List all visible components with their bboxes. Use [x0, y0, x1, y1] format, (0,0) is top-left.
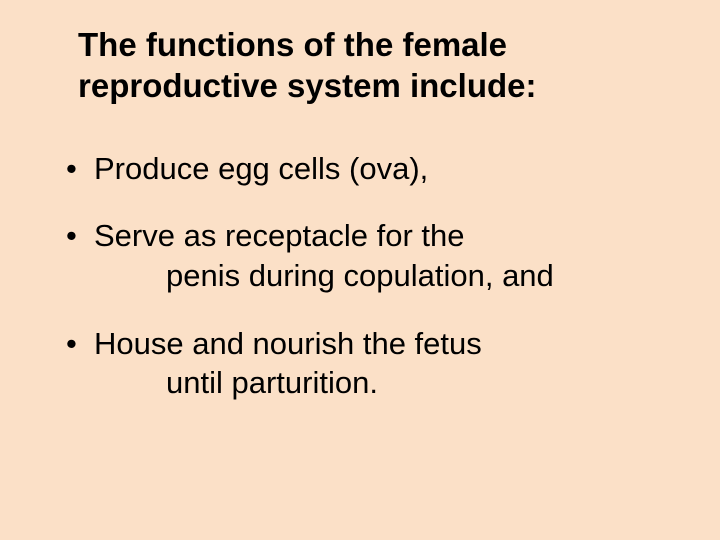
bullet-text-line1: Produce egg cells (ova),: [94, 151, 428, 186]
bullet-list: •Produce egg cells (ova), •Serve as rece…: [66, 149, 660, 403]
bullet-text-line2: until parturition.: [94, 363, 660, 403]
bullet-marker: •: [66, 216, 94, 256]
bullet-marker: •: [66, 149, 94, 189]
list-item: •Produce egg cells (ova),: [66, 149, 660, 189]
slide-title: The functions of the female reproductive…: [78, 24, 660, 107]
bullet-text-line1: Serve as receptacle for the: [94, 218, 464, 253]
bullet-text-line1: House and nourish the fetus: [94, 326, 482, 361]
list-item: •House and nourish the fetus until partu…: [66, 324, 660, 403]
list-item: •Serve as receptacle for the penis durin…: [66, 216, 660, 295]
bullet-text-line2: penis during copulation, and: [94, 256, 660, 296]
bullet-marker: •: [66, 324, 94, 364]
